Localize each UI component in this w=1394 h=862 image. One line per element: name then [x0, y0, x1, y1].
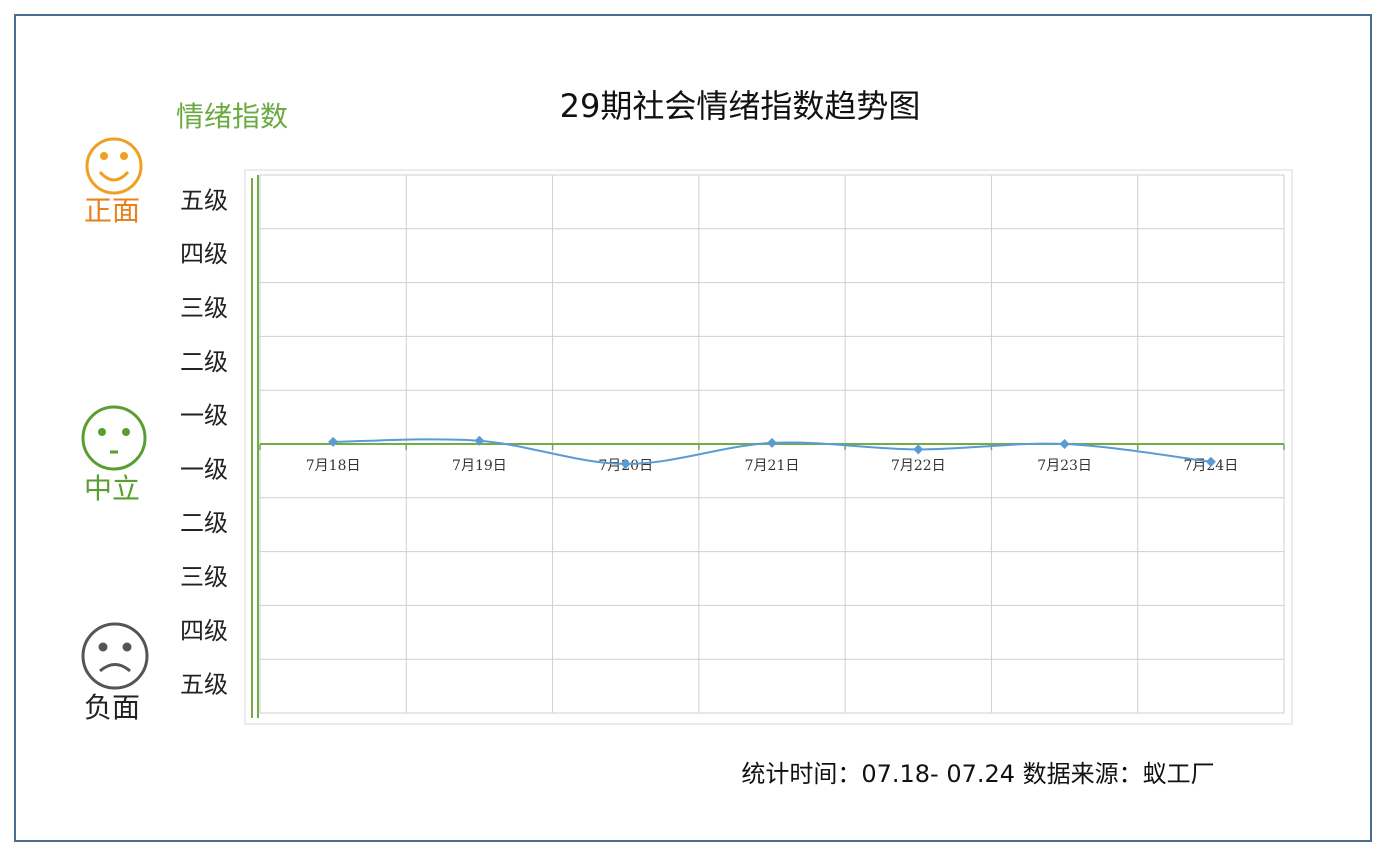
y-tick-label: 五级 — [180, 186, 228, 214]
page-frame — [14, 14, 1372, 842]
y-tick-label: 三级 — [180, 294, 228, 322]
y-tick-label: 四级 — [180, 617, 228, 645]
y-tick-label: 四级 — [180, 240, 228, 268]
plot-frame — [244, 169, 1293, 725]
y-tick-label: 一级 — [180, 455, 228, 483]
sentiment-label: 正面 — [84, 194, 140, 227]
point — [620, 458, 631, 469]
point — [474, 435, 485, 446]
x-tick-label: 7月18日 — [306, 458, 361, 474]
x-tick-label: 7月21日 — [745, 458, 800, 474]
point — [913, 444, 924, 455]
y-tick-label: 二级 — [180, 348, 228, 376]
sentiment-label: 负面 — [84, 691, 140, 724]
chart-title: 29期社会情绪指数趋势图 — [560, 87, 921, 125]
sentiment-label: 中立 — [84, 472, 140, 505]
point — [328, 436, 339, 447]
point — [767, 437, 777, 448]
y-axis-label: 情绪指数 — [176, 100, 288, 133]
y-tick-label: 二级 — [180, 509, 228, 537]
face-neutral — [81, 405, 147, 471]
point — [1059, 439, 1070, 449]
point — [1205, 456, 1216, 467]
face-negative — [81, 622, 149, 690]
x-tick-label: 7月19日 — [452, 458, 507, 474]
x-tick-label: 7月23日 — [1037, 458, 1092, 474]
y-tick-label: 五级 — [180, 671, 228, 699]
y-tick-label: 一级 — [180, 402, 228, 430]
y-tick-label: 三级 — [180, 563, 228, 591]
footer: 统计时间：07.18- 07.24 数据来源：蚁工厂 — [741, 760, 1214, 788]
x-tick-label: 7月22日 — [891, 458, 946, 474]
face-positive — [85, 137, 143, 195]
